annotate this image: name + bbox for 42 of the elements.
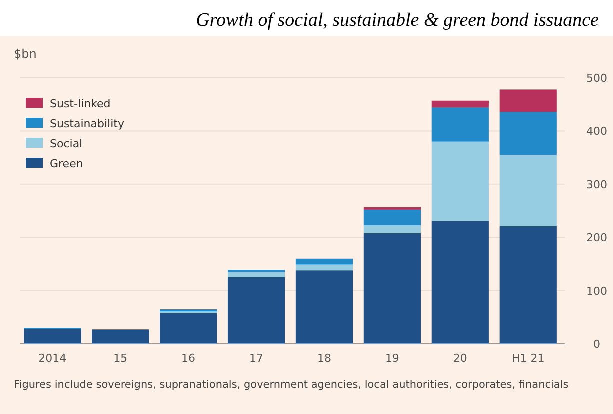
- legend-label: Sustainability: [50, 118, 125, 130]
- x-tick-label: 16: [182, 352, 196, 365]
- bar: [228, 278, 286, 344]
- bar: [160, 313, 218, 344]
- legend-label: Social: [50, 138, 83, 150]
- y-tick-label: 100: [586, 284, 608, 298]
- bar: [500, 112, 557, 156]
- x-tick-label: 19: [385, 352, 400, 365]
- x-tick-label: 15: [114, 352, 128, 365]
- legend-label: Green: [50, 158, 84, 170]
- x-tick-label: 20: [453, 352, 468, 365]
- bar: [432, 100, 489, 108]
- bar: [432, 107, 489, 142]
- text: Figures include sovereigns, supranationals, government agencies, local authorities, corporates, financials: [14, 379, 569, 391]
- y-axis-title: $bn: [14, 47, 37, 61]
- bar: [24, 329, 82, 344]
- bar: [432, 142, 489, 222]
- bar: [296, 264, 354, 271]
- y-tick-label: 300: [586, 178, 608, 192]
- legend-label: Sust-linked: [50, 98, 111, 110]
- x-tick-label: H1 21: [512, 352, 545, 365]
- x-tick-label: 18: [317, 352, 332, 365]
- bar: [228, 272, 286, 278]
- bar: [364, 210, 421, 226]
- bar: [500, 226, 557, 344]
- bar: [160, 309, 218, 312]
- chart-title: Growth of social, sustainable & green bond issuance: [196, 10, 599, 31]
- bar: [500, 90, 557, 112]
- y-tick-label: 200: [586, 232, 608, 245]
- y-tick-label: 400: [586, 125, 608, 138]
- bar: [92, 330, 150, 344]
- bar: [500, 155, 557, 226]
- x-tick-label: 17: [250, 352, 264, 365]
- bar: [364, 225, 421, 234]
- y-tick-label: 0: [594, 338, 600, 351]
- bar: [364, 207, 421, 210]
- x-tick-label: 2014: [38, 352, 67, 365]
- y-tick-label: 500: [586, 72, 608, 85]
- bar: [296, 270, 354, 344]
- bar: [364, 233, 421, 344]
- bar: [296, 258, 354, 265]
- bar: [432, 221, 489, 344]
